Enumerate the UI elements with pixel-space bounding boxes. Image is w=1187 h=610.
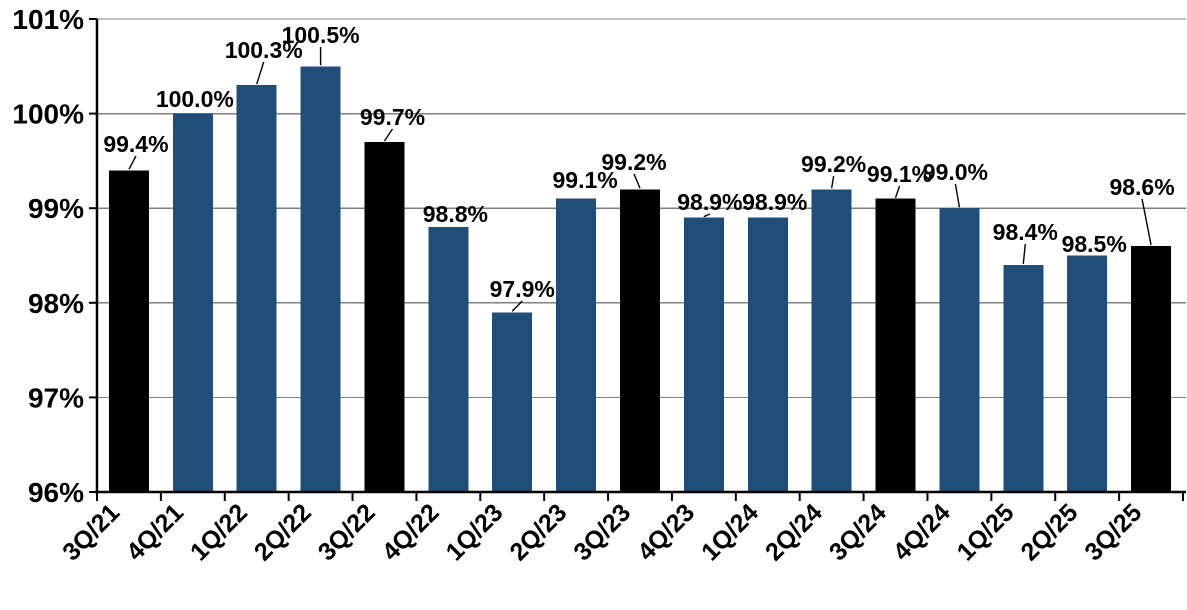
bar [492,312,533,492]
x-tick-label: 3Q/23 [568,498,636,566]
value-label: 99.4% [103,131,168,157]
y-tick-label: 101% [12,4,84,35]
bar [1131,246,1172,492]
value-label: 99.2% [801,151,866,177]
bar [747,217,788,492]
bar [428,227,469,492]
x-tick-label: 1Q/22 [185,498,253,566]
leader-line [511,300,523,312]
x-tick-label: 1Q/25 [952,498,1020,566]
leader-line [633,173,641,189]
leader-line [954,183,961,208]
value-label: 98.4% [993,219,1058,245]
x-tick-label: 4Q/23 [632,498,700,566]
value-label: 99.7% [360,104,425,130]
bar [108,170,149,493]
x-tick-label: 3Q/21 [57,498,125,566]
bar [556,198,597,493]
leader-line [383,128,394,142]
value-label: 99.0% [923,159,988,185]
value-label: 97.9% [490,276,555,302]
value-label: 99.2% [601,149,666,175]
leader-line [830,175,835,189]
value-label: 98.9% [677,189,742,215]
leader-line [894,185,901,198]
x-tick-label: 1Q/24 [696,498,764,566]
bar [811,189,852,492]
x-tick-label: 3Q/25 [1079,498,1147,566]
x-tick-label: 2Q/23 [504,498,572,566]
value-label: 99.1% [553,167,618,193]
x-tick-label: 2Q/25 [1015,498,1083,566]
x-tick-label: 4Q/21 [121,498,189,566]
value-label: 98.8% [423,201,488,227]
y-tick-label: 98% [28,288,84,319]
value-label: 98.5% [1062,231,1127,257]
bar [364,141,405,493]
bar [1067,255,1108,492]
value-label: 99.1% [867,161,932,187]
leader-line [128,155,137,170]
value-label: 100.5% [282,22,360,48]
bar [875,198,916,493]
bar [236,85,277,492]
y-tick-label: 97% [28,382,84,413]
x-tick-label: 3Q/24 [824,498,892,566]
x-tick-label: 1Q/23 [441,498,509,566]
y-tick-label: 100% [12,99,84,130]
leader-line [703,213,711,218]
x-tick-label: 2Q/24 [760,498,828,566]
bar [620,189,660,492]
x-tick-label: 4Q/24 [888,498,956,566]
x-tick-label: 4Q/22 [377,498,445,566]
value-label: 98.6% [1109,174,1174,200]
bar [683,217,724,492]
y-tick-label: 99% [28,193,84,224]
leader-line [1141,198,1152,246]
value-label: 100.3% [225,37,303,63]
bar [300,66,341,493]
value-label: 98.9% [742,189,807,215]
y-tick-label: 96% [28,477,84,508]
x-tick-label: 3Q/22 [313,498,381,566]
x-tick-label: 2Q/22 [249,498,317,566]
bar [172,113,213,492]
bar [1003,264,1044,492]
value-label: 100.0% [156,86,234,112]
bar [939,208,980,492]
leader-line [1022,243,1026,265]
leader-line [256,61,265,85]
